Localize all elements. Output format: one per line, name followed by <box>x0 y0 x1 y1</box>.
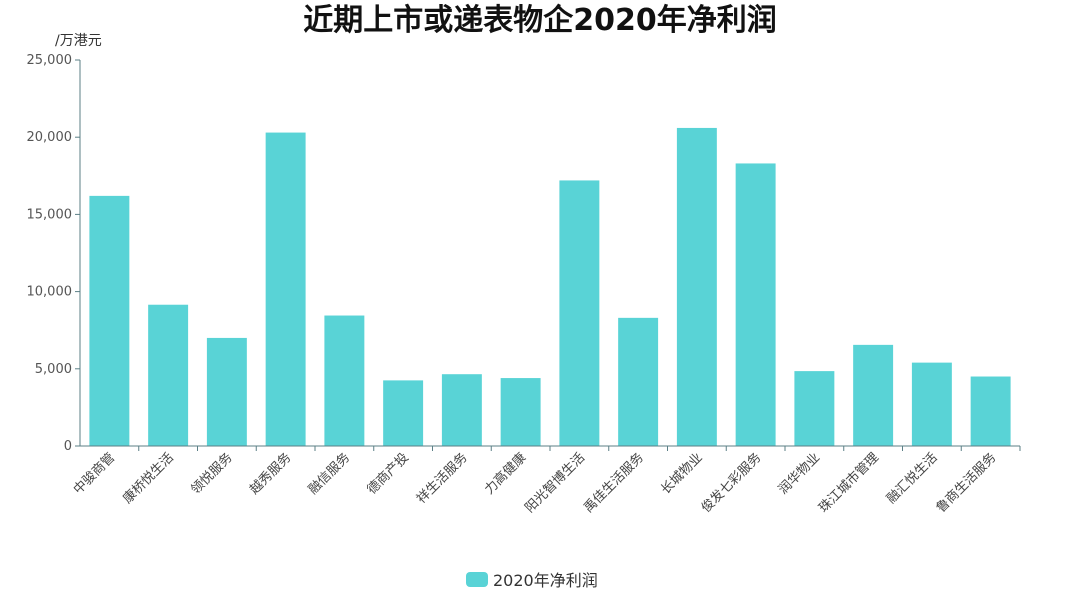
y-tick-label: 15,000 <box>27 207 73 222</box>
bar[interactable] <box>794 371 835 446</box>
x-category-label: 越秀服务 <box>246 450 294 498</box>
x-category-label: 康桥悦生活 <box>120 450 177 507</box>
bar[interactable] <box>970 376 1011 446</box>
bar[interactable] <box>441 374 482 446</box>
bar[interactable] <box>735 163 776 446</box>
bar[interactable] <box>383 380 424 446</box>
bar[interactable] <box>559 180 600 446</box>
y-tick-label: 10,000 <box>27 285 73 300</box>
y-tick-label: 0 <box>64 439 72 454</box>
legend[interactable]: 2020年净利润 <box>466 571 598 590</box>
x-category-label: 力高健康 <box>481 450 529 498</box>
bar[interactable] <box>500 378 541 446</box>
y-tick-label: 20,000 <box>27 130 73 145</box>
x-category-label: 长城物业 <box>658 450 705 497</box>
bar-series <box>89 127 1011 446</box>
x-category-label: 珠江城市管理 <box>815 450 881 516</box>
x-category-label: 禹佳生活服务 <box>580 450 646 516</box>
bar[interactable] <box>89 195 130 446</box>
bar[interactable] <box>676 127 717 446</box>
x-category-label: 融汇悦生活 <box>884 450 941 507</box>
chart-title: 近期上市或递表物企2020年净利润 <box>303 3 777 38</box>
x-category-label: 阳光智博生活 <box>522 450 588 516</box>
legend-label[interactable]: 2020年净利润 <box>493 571 598 590</box>
x-category-label: 润华物业 <box>776 450 823 497</box>
y-axis-ticks: 0 5,000 10,000 15,000 20,000 25,000 <box>27 53 80 454</box>
legend-swatch[interactable] <box>466 572 488 587</box>
x-category-label: 鲁商生活服务 <box>933 450 999 516</box>
x-category-label: 领悦服务 <box>188 450 236 498</box>
x-category-label: 中骏商管 <box>71 450 118 497</box>
bar[interactable] <box>206 337 247 446</box>
x-category-label: 德商产投 <box>364 450 412 498</box>
bar[interactable] <box>148 304 189 446</box>
bar[interactable] <box>853 344 894 446</box>
y-tick-label: 5,000 <box>35 362 72 377</box>
bar[interactable] <box>324 315 365 446</box>
x-category-label: 祥生活服务 <box>413 450 470 507</box>
bar[interactable] <box>618 317 659 446</box>
y-axis-unit-label: /万港元 <box>55 33 102 49</box>
bar[interactable] <box>265 132 306 446</box>
x-category-label: 俊发七彩服务 <box>698 450 764 516</box>
y-tick-label: 25,000 <box>27 53 73 68</box>
x-category-label: 融信服务 <box>305 450 353 498</box>
bar[interactable] <box>911 362 952 446</box>
x-axis-category-labels: 中骏商管 康桥悦生活 领悦服务 越秀服务 融信服务 德商产投 祥生活服务 力高健康阳光智博生活… <box>71 446 1021 516</box>
